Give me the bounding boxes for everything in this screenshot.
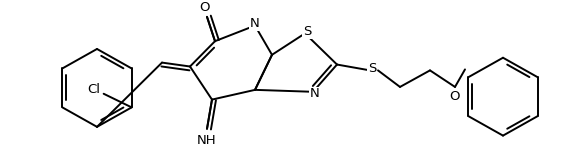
Text: O: O — [450, 90, 460, 103]
Text: N: N — [310, 87, 320, 100]
Text: S: S — [303, 25, 311, 38]
Text: Cl: Cl — [87, 83, 100, 96]
Text: S: S — [368, 62, 376, 75]
Text: O: O — [200, 1, 210, 14]
Text: NH: NH — [197, 134, 217, 147]
Text: N: N — [250, 17, 260, 30]
